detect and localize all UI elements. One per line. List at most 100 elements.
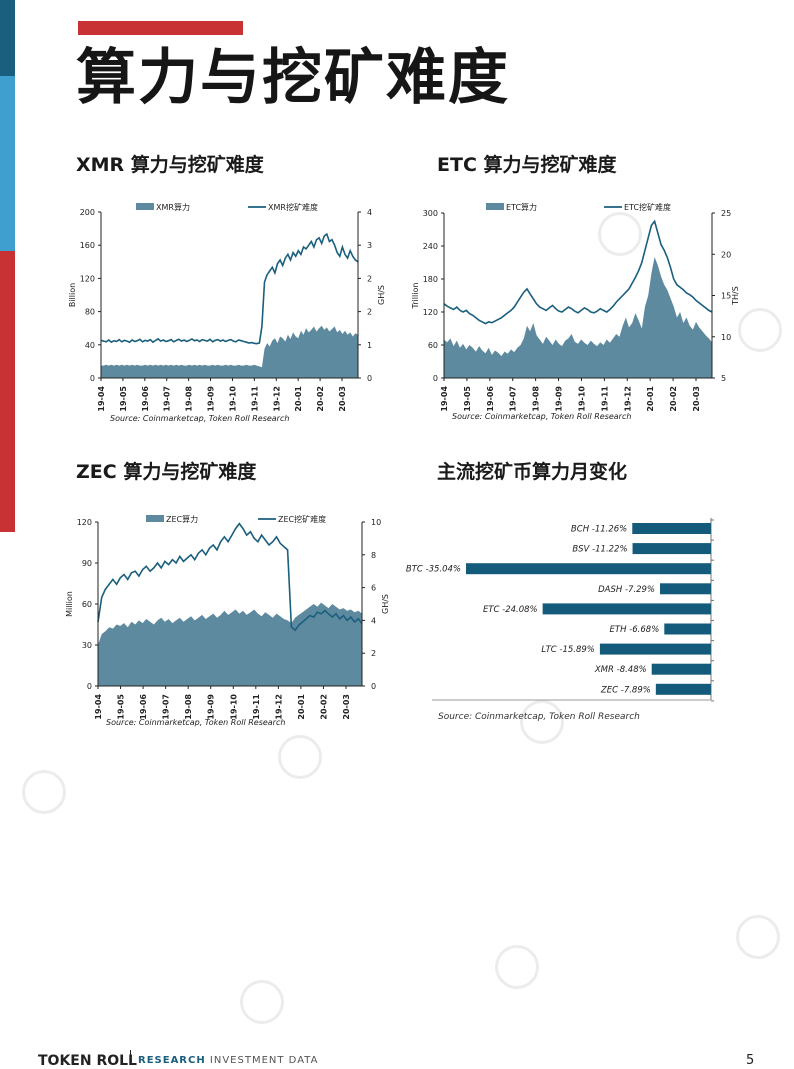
legend-line-label: ZEC挖矿难度	[278, 514, 326, 524]
bar-ltc	[599, 643, 711, 655]
chart-source: Source: Coinmarketcap, Token Roll Resear…	[106, 718, 285, 727]
y2-tick-label: 5	[721, 374, 726, 383]
y2-tick-label: 6	[371, 584, 376, 593]
bar-zec	[655, 683, 711, 695]
legend-area-label: ZEC算力	[166, 514, 198, 524]
watermark-seal	[495, 945, 539, 989]
side-bar-middle	[0, 76, 15, 251]
section-title-monthly: 主流挖矿币算力月变化	[437, 461, 628, 483]
bar-eth	[664, 623, 711, 635]
x-tick-label: 19-10	[228, 386, 237, 412]
bar-label-dash: DASH -7.29%	[598, 585, 655, 595]
line-series-etc-difficulty	[443, 219, 713, 325]
bar-label-zec: ZEC -7.89%	[600, 685, 651, 695]
bar-label-btc: BTC -35.04%	[406, 565, 461, 575]
x-tick-label: 19-09	[207, 694, 216, 720]
chart-source: Source: Coinmarketcap, Token Roll Resear…	[452, 412, 631, 421]
section-title-etc: ETC 算力与挖矿难度	[437, 154, 617, 176]
x-tick-label: 19-08	[184, 694, 193, 720]
y-tick-label: 30	[82, 641, 92, 650]
y2-tick-label: 10	[371, 518, 381, 527]
y-tick-label: 120	[80, 274, 95, 283]
legend-area-swatch	[146, 515, 164, 522]
y-axis-title: Million	[65, 591, 74, 617]
x-tick-label: 19-10	[577, 386, 586, 412]
bar-dash	[660, 583, 711, 595]
y-tick-label: 300	[423, 209, 438, 218]
chart-xmr: 0 40 80 120 160 200 0 1 2 2 3 4 19-04 19-05 19-06 19-07…	[68, 202, 386, 423]
y-tick-label: 200	[80, 208, 95, 217]
chart-source: Source: Coinmarketcap, Token Roll Resear…	[110, 414, 289, 423]
x-tick-label: 19-11	[250, 386, 259, 412]
y2-tick-label: 1	[367, 341, 372, 350]
x-tick-label: 20-01	[294, 386, 303, 412]
y2-tick-label: 0	[371, 682, 376, 691]
bar-label-bch: BCH -11.26%	[571, 525, 627, 535]
y-tick-label: 120	[423, 308, 438, 317]
x-tick-label: 20-03	[338, 386, 347, 412]
watermark-seal	[22, 770, 66, 814]
page-number: 5	[746, 1053, 755, 1068]
legend-line-label: XMR挖矿难度	[268, 202, 318, 212]
x-tick-label: 19-07	[162, 694, 171, 720]
bar-btc	[466, 563, 711, 575]
x-tick-label: 20-02	[669, 386, 678, 412]
legend-area-label: ETC算力	[506, 202, 537, 212]
y-tick-label: 120	[77, 518, 92, 527]
x-tick-label: 19-10	[229, 694, 238, 720]
y-tick-label: 60	[82, 600, 92, 609]
y-tick-label: 0	[433, 374, 438, 383]
footer-brand: TOKEN ROLL	[38, 1053, 137, 1069]
section-title-xmr: XMR 算力与挖矿难度	[76, 154, 264, 176]
x-tick-label: 19-08	[532, 386, 541, 412]
x-tick-label: 19-05	[463, 386, 472, 412]
legend-area-swatch	[486, 203, 504, 210]
x-tick-label: 19-12	[272, 386, 281, 412]
bar-label-eth: ETH -6.68%	[610, 625, 660, 635]
y2-tick-label: 25	[721, 209, 731, 218]
chart-zec: 0 30 60 90 120 0 2 4 6 8 10 19-04 19-05 19-06 19-07 19-…	[65, 514, 390, 727]
footer-divider	[130, 1050, 131, 1063]
side-bar-top	[0, 0, 15, 76]
x-tick-label: 19-07	[163, 386, 172, 412]
bar-label-xmr: XMR -8.48%	[594, 665, 647, 675]
watermark-seal	[520, 700, 564, 744]
x-tick-label: 19-11	[252, 694, 261, 720]
y2-tick-label: 15	[721, 292, 731, 301]
chart-monthly-change: BCH -11.26% BSV -11.22% BTC -35.04% DASH -7…	[406, 518, 714, 722]
watermark-seal	[240, 980, 284, 1024]
x-tick-label: 19-09	[555, 386, 564, 412]
footer-nav: RESEARCH INVESTMENT DATA	[138, 1055, 318, 1066]
y-tick-label: 160	[80, 241, 95, 250]
watermark-seal	[598, 212, 642, 256]
y-tick-label: 180	[423, 275, 438, 284]
y2-tick-label: 0	[367, 374, 372, 383]
y2-tick-label: 3	[367, 241, 372, 250]
y-tick-label: 90	[82, 559, 92, 568]
x-tick-label: 19-04	[94, 694, 103, 720]
x-tick-label: 19-06	[139, 694, 148, 720]
y2-tick-label: 10	[721, 333, 731, 342]
x-tick-label: 19-04	[440, 386, 449, 412]
x-tick-label: 19-12	[623, 386, 632, 412]
x-tick-label: 19-05	[119, 386, 128, 412]
y2-tick-label: 4	[367, 208, 372, 217]
y-axis-title: Trillion	[411, 283, 420, 310]
y2-axis-title: GH/S	[377, 285, 386, 305]
title-accent-bar	[78, 21, 243, 35]
x-tick-label: 20-03	[342, 694, 351, 720]
x-tick-label: 19-11	[600, 386, 609, 412]
section-title-zec: ZEC 算力与挖矿难度	[76, 461, 257, 483]
y2-axis-title: GH/S	[381, 594, 390, 614]
y2-axis-title: TH/S	[731, 286, 740, 306]
x-tick-label: 20-02	[316, 386, 325, 412]
y-tick-label: 40	[85, 341, 95, 350]
x-tick-label: 19-08	[185, 386, 194, 412]
bar-xmr	[651, 663, 711, 675]
page-title: 算力与挖矿难度	[76, 43, 510, 113]
x-tick-label: 20-01	[646, 386, 655, 412]
y2-tick-label: 2	[371, 649, 376, 658]
area-series-etc-hashrate	[444, 257, 712, 378]
area-series-zec-hashrate	[98, 602, 362, 686]
